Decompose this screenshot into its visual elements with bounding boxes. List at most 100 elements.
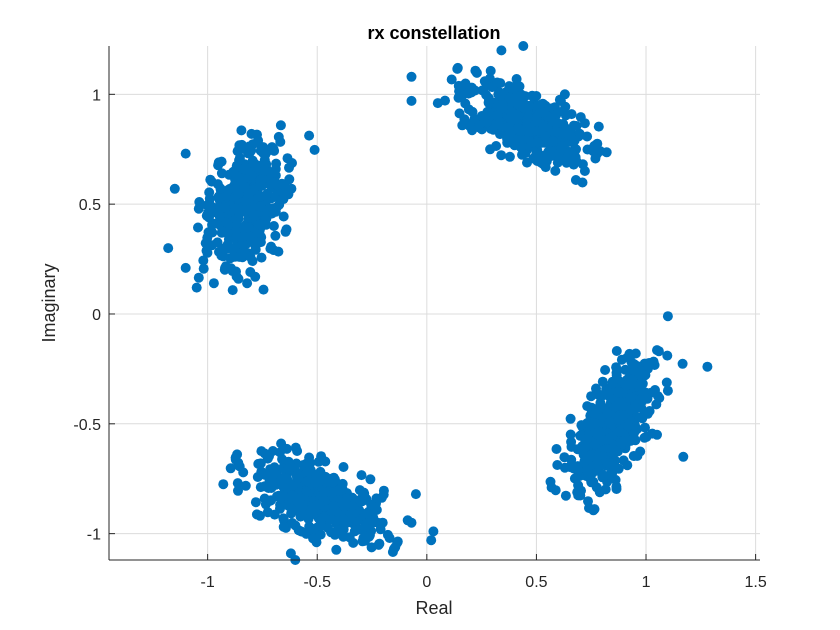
data-point: [273, 246, 284, 257]
data-point: [252, 472, 263, 482]
data-point: [233, 188, 244, 199]
data-point: [278, 211, 289, 222]
data-point: [216, 168, 227, 179]
x-tick-label: 0.5: [525, 574, 547, 591]
data-point: [255, 201, 266, 212]
data-point: [623, 421, 634, 431]
data-point: [193, 272, 204, 283]
data-point: [593, 121, 604, 132]
data-point: [334, 525, 345, 536]
data-point: [205, 174, 216, 185]
x-tick-label: 0: [422, 574, 431, 591]
data-point: [198, 255, 209, 266]
data-point: [235, 144, 246, 155]
data-point: [255, 237, 266, 248]
data-point: [271, 202, 282, 213]
data-point: [452, 62, 463, 73]
data-point: [627, 374, 637, 385]
data-point: [560, 110, 571, 121]
data-point: [323, 523, 333, 533]
data-point: [239, 224, 250, 235]
data-point: [702, 361, 713, 372]
data-point: [582, 465, 592, 476]
data-point: [559, 89, 570, 100]
data-point: [275, 503, 285, 514]
data-point: [275, 447, 285, 458]
data-point: [275, 492, 286, 503]
data-point: [575, 112, 586, 123]
data-point: [308, 533, 319, 544]
data-point: [267, 470, 278, 481]
data-point: [257, 173, 268, 184]
data-point: [258, 284, 269, 295]
data-point: [220, 202, 231, 213]
data-point: [579, 166, 590, 176]
data-point: [565, 413, 576, 424]
data-point: [495, 129, 505, 140]
data-point: [255, 510, 265, 521]
data-point: [538, 121, 549, 132]
data-point: [259, 165, 270, 176]
data-point: [216, 156, 227, 167]
data-point: [465, 121, 475, 132]
data-point: [565, 429, 576, 440]
data-point: [327, 514, 338, 525]
data-point: [491, 141, 502, 151]
data-point: [194, 197, 205, 207]
data-point: [611, 367, 622, 378]
data-point: [268, 477, 278, 488]
data-point: [202, 200, 213, 211]
data-point: [630, 435, 641, 446]
data-point: [611, 346, 622, 356]
data-point: [256, 446, 267, 457]
data-point: [605, 417, 615, 428]
data-point: [487, 82, 498, 93]
data-point: [364, 530, 375, 541]
data-point: [552, 117, 563, 128]
x-axis-label: Real: [415, 598, 452, 618]
data-point: [651, 399, 662, 410]
data-point: [600, 484, 611, 495]
data-point: [204, 212, 214, 223]
data-point: [481, 90, 492, 100]
data-point: [597, 472, 608, 483]
y-tick-label: -0.5: [73, 417, 101, 434]
data-point: [573, 490, 584, 501]
data-point: [662, 311, 673, 322]
data-point: [586, 391, 597, 402]
y-tick-label: 1: [92, 87, 101, 104]
data-point: [496, 90, 507, 101]
data-point: [551, 444, 562, 454]
data-point: [339, 501, 350, 512]
data-point: [212, 179, 223, 190]
data-point: [579, 456, 590, 467]
data-point: [616, 438, 627, 449]
data-point: [376, 492, 387, 503]
data-point: [410, 489, 421, 500]
data-point: [538, 107, 549, 118]
y-axis-label: Imaginary: [39, 263, 59, 342]
data-point: [602, 408, 613, 419]
data-point: [301, 486, 312, 497]
data-point: [169, 183, 180, 194]
data-point: [270, 177, 281, 188]
data-point: [356, 470, 367, 481]
data-point: [495, 78, 506, 89]
data-point: [248, 158, 259, 169]
data-point: [496, 45, 507, 56]
data-point: [348, 537, 359, 548]
data-point: [255, 191, 266, 202]
data-point: [239, 205, 250, 215]
data-point: [496, 150, 507, 161]
data-point: [361, 508, 372, 519]
grid: [109, 46, 760, 560]
data-point: [518, 41, 529, 51]
data-point: [640, 422, 650, 433]
data-point: [629, 359, 640, 370]
data-point: [310, 477, 321, 488]
data-point: [180, 148, 191, 159]
data-point: [604, 388, 615, 398]
data-point: [592, 138, 603, 149]
data-point: [643, 359, 654, 370]
